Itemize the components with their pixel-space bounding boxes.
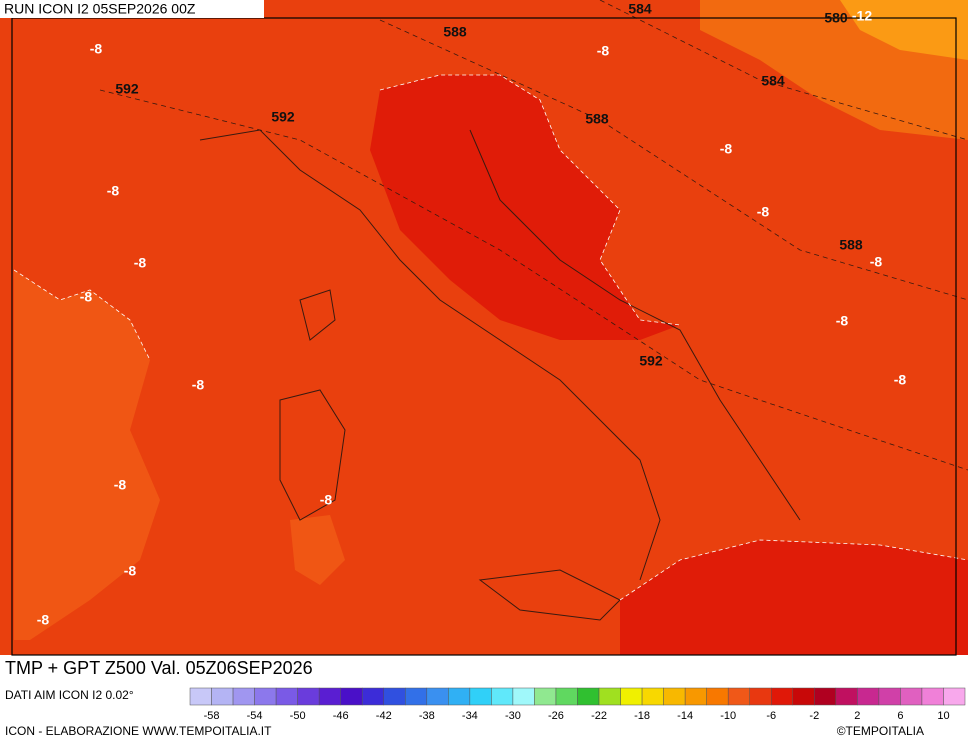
map-title: TMP + GPT Z500 Val. 05Z06SEP2026 [5,658,313,678]
contour-label: 584 [761,73,785,89]
color-swatch [555,687,578,706]
color-swatch [620,687,643,706]
color-swatch [426,687,449,706]
colorbar-tick: -38 [419,710,435,722]
cool-zone [14,270,160,640]
colorbar-tick: -14 [677,710,693,722]
colorbar-tick: -42 [376,710,392,722]
coastlines [199,129,801,621]
cool-zone [290,515,345,585]
color-swatch [232,687,255,706]
color-swatch [297,687,320,706]
color-swatch [211,687,234,706]
color-swatch [641,687,664,706]
header-box [0,0,264,18]
color-swatch [405,687,428,706]
colorbar-tick: -34 [462,710,478,722]
contour-label: 592 [115,81,139,97]
color-swatch [598,687,621,706]
color-swatch [340,687,363,706]
color-swatch [878,687,901,706]
colorbar-tick: 6 [897,710,903,722]
color-swatch [857,687,880,706]
credit: ICON - ELABORAZIONE WWW.TEMPOITALIA.IT [5,724,272,738]
contour-label: -8 [836,313,849,329]
color-swatch [577,687,600,706]
contour-label: -8 [320,492,333,508]
colorbar-tick: -2 [809,710,819,722]
color-swatch [663,687,686,706]
colorbar-tick: 2 [854,710,860,722]
hot-zone [620,540,968,655]
color-swatch [254,687,277,706]
colorbar-tick: -58 [204,710,220,722]
contour-label: -8 [597,43,610,59]
contour-label: -8 [192,377,205,393]
color-swatch [361,687,385,706]
color-swatch [900,687,923,706]
color-swatch [771,687,794,706]
color-swatch [383,687,406,706]
color-swatch [448,687,471,706]
color-swatch [921,687,944,706]
colorbar-tick: -30 [505,710,521,722]
contour-label: -8 [114,477,127,493]
color-swatch [727,687,750,706]
colorbar-tick: 10 [937,710,949,722]
contour-label: -8 [134,255,147,271]
colorbar-tick: -50 [290,710,306,722]
color-swatch [943,687,966,706]
color-swatch [749,687,772,706]
color-swatch [835,687,858,706]
colorbar-tick: -6 [766,710,776,722]
contour-label: -8 [720,141,733,157]
source: DATI AIM ICON I2 0.02° [5,688,134,702]
contour-label: 588 [443,24,467,40]
contour-label: -8 [90,41,103,57]
contour-label: 584 [628,1,652,17]
contour-label: -8 [107,183,120,199]
contour-label: -8 [37,612,50,628]
contour-label: 592 [271,109,295,125]
contour-label: -8 [870,254,883,270]
copyright: ©TEMPOITALIA [837,724,924,738]
colorbar-tick: -10 [720,710,736,722]
colorbar-tick: -22 [591,710,607,722]
color-swatch [469,687,492,706]
color-swatch [792,687,815,706]
colorbar-tick: -46 [333,710,349,722]
colorbar-tick: -54 [247,710,263,722]
contour-label: -8 [894,372,907,388]
contour-label: 588 [839,237,863,253]
isotherms [13,74,968,601]
color-swatch [814,687,837,706]
isohypses [99,0,968,471]
run-label: RUN ICON I2 05SEP2026 00Z [4,1,196,17]
contour-label: 592 [639,353,663,369]
hot-zone [370,75,680,340]
title-box [0,657,413,683]
color-swatch [318,687,341,706]
color-swatch [534,687,557,706]
color-swatch [189,687,212,706]
contour-label: 580 [824,10,848,26]
color-swatch [491,687,514,706]
contour-label: 588 [585,111,609,127]
map-frame [11,17,957,656]
contour-label: -12 [852,8,872,24]
contour-label: -8 [124,563,137,579]
color-swatch [684,687,707,706]
contour-label: -8 [757,204,770,220]
color-swatch [512,687,535,706]
colorbar-tick: -26 [548,710,564,722]
warm-zone [840,0,968,60]
color-swatch [706,687,729,706]
color-swatch [275,687,298,706]
contour-label: -8 [80,289,93,305]
colorbar-tick: -18 [634,710,650,722]
